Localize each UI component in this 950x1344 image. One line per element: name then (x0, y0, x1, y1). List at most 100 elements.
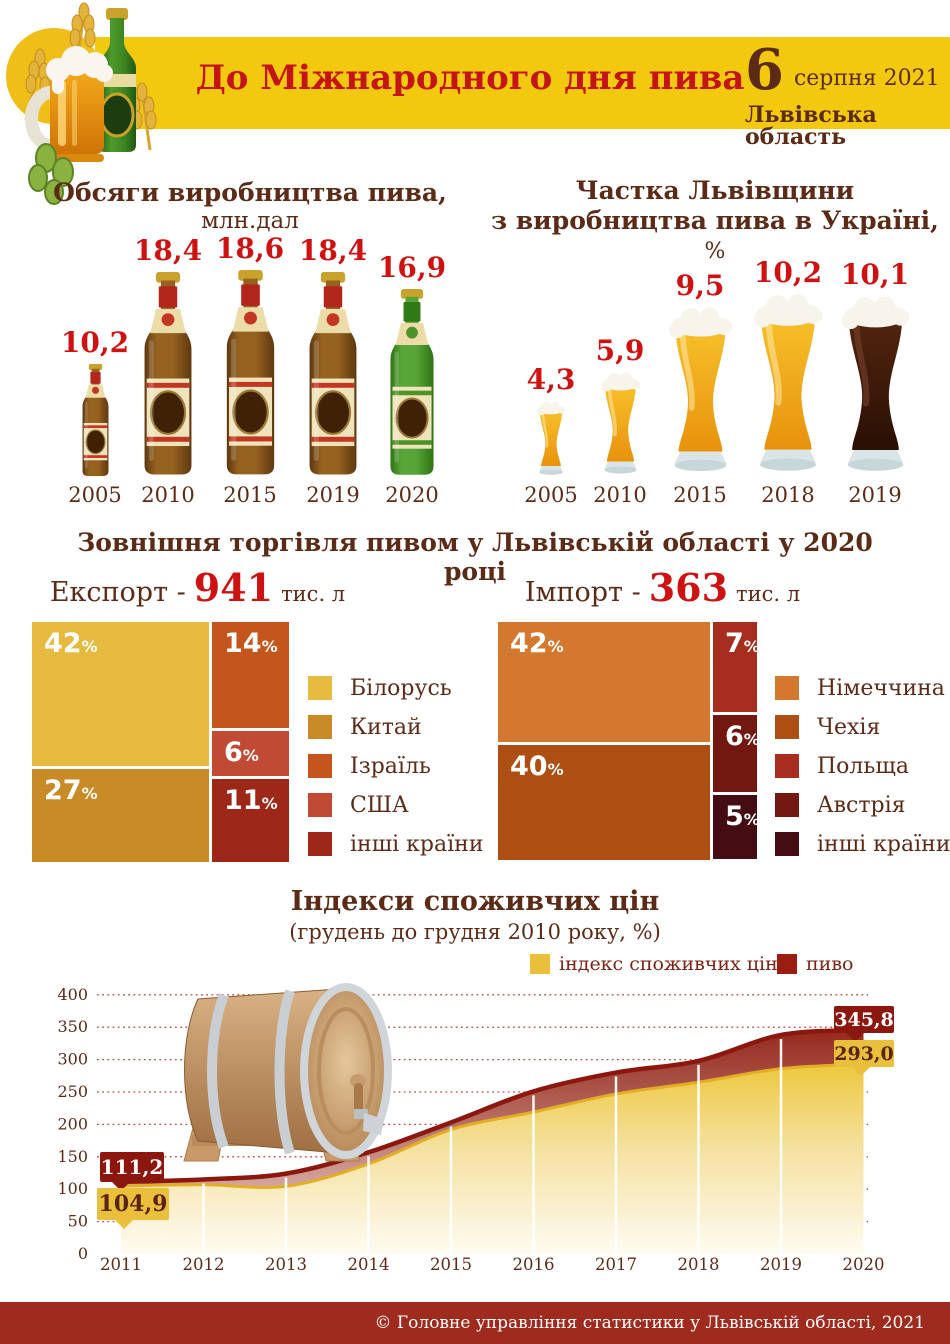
svg-text:2017: 2017 (595, 1255, 637, 1274)
beer-glass-icon (753, 294, 823, 471)
callout-beer-2011: 111,2 (100, 1152, 164, 1191)
beer-glass-icon (668, 307, 732, 471)
cpi-legend-item-index: індекс споживчих цін (530, 953, 778, 975)
export-block-0: 42% (32, 622, 209, 766)
legend-label: інші країни (350, 831, 484, 857)
production-item-2020: 16,9 2020 (360, 251, 464, 507)
import-block-2: 7% (713, 622, 760, 712)
svg-text:150: 150 (57, 1147, 88, 1166)
import-subtitle: Імпорт -363 тис. л (495, 565, 830, 610)
svg-text:250: 250 (57, 1082, 88, 1101)
production-year-label: 2019 (306, 483, 360, 507)
export-legend-item: Китай (308, 714, 484, 740)
legend-swatch-icon (308, 793, 332, 817)
share-value-label: 9,5 (675, 269, 725, 302)
legend-swatch-icon (308, 676, 332, 700)
beer-line (120, 1027, 864, 1185)
import-block-0: 42% (498, 622, 710, 742)
import-legend-item: Австрія (775, 792, 950, 818)
svg-text:50: 50 (68, 1212, 88, 1231)
beer-foam-icon (46, 46, 113, 94)
treemap-percent-label: 42% (44, 628, 98, 659)
foam-icon (536, 401, 566, 416)
production-value-label: 18,4 (133, 234, 203, 267)
foam-icon (841, 296, 909, 330)
legend-label: інші країни (817, 831, 950, 857)
callout-cpi-2011: 104,9 (97, 1188, 169, 1229)
legend-label: Китай (350, 714, 422, 740)
production-unit: млн.дал (201, 208, 299, 234)
production-value-label: 10,2 (60, 326, 130, 359)
share-year-label: 2005 (524, 483, 578, 507)
export-legend-item: США (308, 793, 484, 818)
beer-bottle-icon (226, 270, 274, 475)
svg-text:2015: 2015 (430, 1255, 472, 1274)
import-legend-item: Чехія (775, 714, 950, 740)
legend-label: Чехія (817, 714, 881, 740)
share-item-2019: 10,1 2019 (820, 258, 930, 507)
import-block-3: 6% (713, 715, 760, 792)
export-block-1: 27% (32, 769, 209, 862)
share-title-suffix: % (704, 239, 726, 264)
production-item-2005: 10,2 2005 (43, 326, 147, 507)
production-year-label: 2015 (223, 483, 277, 507)
beer-bottle-icon (390, 289, 434, 475)
share-year-label: 2019 (848, 483, 902, 507)
cpi-index-swatch (530, 954, 550, 974)
share-glasses-chart: 4,3 2005 5,9 2010 9,5 (490, 175, 940, 508)
date-month-year: серпня 2021 (793, 66, 940, 91)
hops-icon (28, 143, 74, 205)
svg-text:2013: 2013 (265, 1255, 307, 1274)
legend-swatch-icon (308, 832, 332, 856)
cpi-line (120, 1062, 864, 1189)
header-date-block: 6 серпня 2021 Львівська область (745, 42, 945, 148)
legend-swatch-icon (775, 754, 799, 778)
import-block-4: 5% (713, 795, 760, 859)
export-legend-item: Білорусь (308, 675, 484, 701)
export-unit: тис. л (281, 582, 346, 606)
export-legend-item: Ізраїль (308, 754, 484, 779)
foam-icon (668, 307, 732, 339)
production-value-label: 16,9 (377, 251, 447, 284)
production-year-label: 2020 (385, 483, 439, 507)
header-band (95, 37, 950, 129)
legend-swatch-icon (775, 715, 799, 739)
production-item-2010: 18,4 2010 (116, 234, 220, 507)
svg-text:2018: 2018 (678, 1255, 720, 1274)
treemap-percent-label: 6% (224, 737, 259, 768)
cpi-beer-label: пиво (806, 953, 854, 975)
legend-label: Австрія (817, 792, 906, 818)
share-year-label: 2010 (593, 483, 647, 507)
svg-text:2014: 2014 (348, 1255, 390, 1274)
export-label: Експорт - (49, 577, 186, 608)
beer-glass-icon (600, 372, 640, 474)
import-legend: Німеччина Чехія Польща Австрія інші краї… (775, 676, 950, 871)
svg-text:2012: 2012 (183, 1255, 225, 1274)
import-treemap: 42% 40% 7% 6% 5% (498, 622, 760, 860)
legend-swatch-icon (308, 715, 332, 739)
production-year-label: 2005 (68, 483, 122, 507)
export-subtitle: Експорт -941 тис. л (30, 565, 365, 610)
barrel-illustration (183, 983, 392, 1162)
foam-icon (600, 372, 640, 392)
date-day: 6 (745, 37, 784, 103)
cpi-index-label: індекс споживчих цін (559, 953, 778, 975)
svg-text:200: 200 (57, 1114, 88, 1133)
legend-swatch-icon (775, 793, 799, 817)
import-legend-item: Німеччина (775, 675, 950, 701)
svg-text:2020: 2020 (843, 1255, 885, 1274)
legend-swatch-icon (775, 676, 799, 700)
treemap-percent-label: 14% (224, 628, 278, 659)
treemap-percent-label: 5% (725, 801, 760, 832)
legend-label: Білорусь (350, 675, 452, 701)
green-bottle-icon (98, 8, 136, 152)
treemap-percent-label: 40% (510, 751, 564, 782)
legend-label: Німеччина (817, 675, 945, 701)
svg-text:350: 350 (57, 1017, 88, 1036)
import-legend-item: інші країни (775, 831, 950, 857)
share-value-label: 10,2 (753, 256, 823, 289)
production-item-2015: 18,6 2015 (198, 232, 302, 507)
export-value: 941 (193, 565, 274, 610)
export-legend-item: інші країни (308, 831, 484, 857)
production-bottles-chart: 10,2 2005 18,4 2010 18 (30, 175, 460, 508)
